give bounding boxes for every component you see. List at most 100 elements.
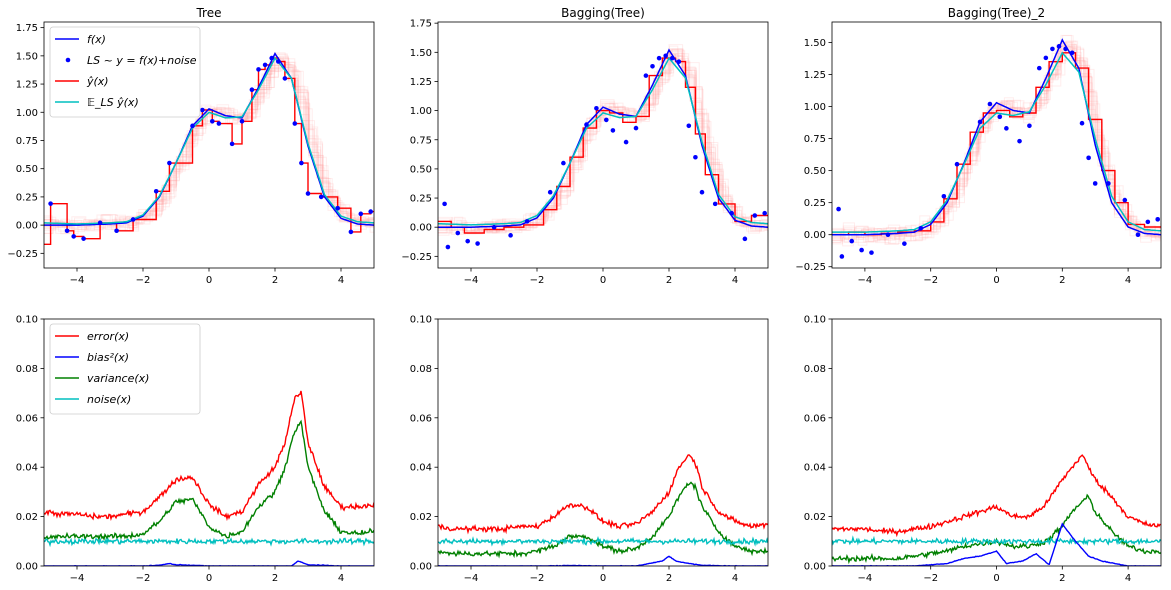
ls-sample-point — [1145, 219, 1151, 225]
bootstrap-estimate-line — [438, 58, 768, 234]
plot-area — [832, 454, 1161, 566]
variance-line — [832, 493, 1161, 565]
bootstrap-estimate-line — [832, 42, 1161, 238]
bootstrap-estimate-line — [832, 34, 1161, 245]
ls-sample-point — [200, 107, 205, 113]
ls-sample-point — [1086, 155, 1091, 161]
x-tick-label: −2 — [530, 573, 545, 584]
y-tick-label: 0.00 — [804, 230, 826, 241]
ls-sample-point — [633, 125, 639, 131]
ls-sample-point — [1122, 197, 1128, 203]
y-tick-label: 0.06 — [804, 413, 826, 424]
ls-sample-point — [610, 128, 616, 133]
y-tick-label: 1.00 — [16, 108, 38, 119]
ls-sample-point — [650, 64, 655, 69]
bootstrap-estimate-line — [438, 53, 768, 234]
subplot-3: −4 −2 0 2 4 −0.25 0.00 0.25 0.50 0.75 1.00 1.25 1.50… — [795, 6, 1162, 286]
y-tick-label: 0.25 — [16, 192, 38, 203]
ls-sample-point — [153, 188, 159, 194]
ls-sample-point — [368, 209, 374, 214]
ls-sample-point — [455, 230, 461, 236]
y-tick-label: 1.50 — [16, 51, 38, 62]
plot-area — [832, 34, 1161, 259]
x-tick-label: 4 — [1125, 573, 1131, 584]
yhat-step-line — [438, 57, 768, 234]
ls-sample-point — [358, 211, 364, 217]
ls-sample-point — [114, 228, 119, 234]
ls-sample-point — [676, 59, 682, 64]
ls-sample-point — [742, 236, 748, 242]
y-tick-label: 1.00 — [410, 106, 432, 117]
x-tick-label: 4 — [338, 275, 344, 286]
y-tick-label: 0.00 — [410, 223, 432, 234]
ls-sample-point — [1027, 123, 1032, 129]
ls-sample-point — [335, 205, 341, 211]
bootstrap-estimate-line — [832, 45, 1161, 245]
x-tick-label: −2 — [136, 573, 151, 584]
error-line — [832, 454, 1161, 538]
y-tick-label: 0.10 — [16, 315, 38, 326]
x-tick-label: 0 — [600, 275, 606, 286]
ls-sample-point — [836, 206, 841, 212]
y-tick-label: 0.06 — [410, 413, 432, 424]
ls-sample-point — [670, 55, 675, 61]
bootstrap-estimate-line — [44, 53, 374, 231]
x-tick-label: 0 — [600, 573, 606, 584]
ls-sample-point — [64, 228, 70, 234]
y-tick-label: 0.06 — [16, 413, 38, 424]
legend-marker — [65, 57, 71, 63]
ls-sample-point — [1036, 65, 1042, 71]
bootstrap-estimate-line — [438, 51, 768, 233]
ls-sample-point — [686, 123, 692, 129]
ls-sample-point — [210, 119, 215, 124]
variance-line — [44, 419, 374, 542]
bootstrap-estimate-line — [438, 49, 768, 232]
ls-sample-point — [623, 139, 629, 145]
ls-sample-point — [1056, 44, 1062, 49]
ls-sample-point — [81, 236, 86, 241]
bootstrap-estimate-line — [832, 42, 1161, 242]
bootstrap-estimate-line — [438, 55, 768, 234]
y-tick-label: 0.10 — [804, 315, 826, 326]
bootstrap-estimate-line — [832, 49, 1161, 240]
bootstrap-estimate-line — [438, 48, 768, 233]
bootstrap-estimate-line — [438, 45, 768, 234]
bootstrap-estimate-line — [44, 61, 374, 235]
ls-sample-point — [693, 154, 698, 160]
noise-line — [438, 535, 768, 547]
y-tick-label: 0.50 — [16, 164, 38, 175]
x-tick-label: 2 — [666, 275, 672, 286]
x-tick-label: −4 — [70, 275, 85, 286]
ls-sample-point — [167, 160, 172, 166]
subplot-5: −4 −2 0 2 4 0.00 0.02 0.04 0.06 0.08 0.10 — [410, 315, 769, 584]
ls-sample-point — [859, 247, 864, 253]
bootstrap-estimate-line — [44, 67, 374, 230]
ls-sample-point — [249, 87, 255, 93]
y-tick-label: 1.75 — [16, 23, 38, 34]
legend: error(x) bias²(x) variance(x) noise(x) — [49, 323, 201, 415]
ls-sample-point — [1043, 55, 1049, 61]
x-tick-label: 0 — [993, 275, 999, 286]
y-tick-label: 0.02 — [410, 512, 432, 523]
ls-sample-point — [442, 201, 447, 207]
y-tick-label: 0.04 — [804, 463, 826, 474]
yhat-step-line — [44, 57, 374, 245]
legend-entry-label: bias²(x) — [87, 351, 129, 364]
mean-line — [438, 56, 768, 226]
ls-sample-point — [1092, 181, 1098, 186]
x-tick-label: 2 — [666, 573, 672, 584]
legend-entry-label: variance(x) — [87, 372, 149, 385]
ls-sample-point — [918, 225, 924, 231]
bootstrap-estimate-line — [832, 35, 1161, 243]
y-tick-label: 0.04 — [410, 463, 432, 474]
bootstrap-estimate-line — [832, 45, 1161, 243]
bias-line — [44, 560, 374, 566]
y-tick-label: −0.25 — [7, 249, 38, 260]
legend-entry-label: error(x) — [87, 330, 129, 343]
subplot-2: −4 −2 0 2 4 −0.25 0.00 0.25 0.50 0.75 1.00 1.25 1.50… — [401, 6, 769, 286]
bootstrap-estimate-line — [832, 49, 1161, 244]
bootstrap-estimate-line — [438, 44, 768, 234]
ls-sample-point — [282, 76, 288, 81]
x-tick-label: 4 — [338, 573, 344, 584]
ls-sample-point — [71, 234, 76, 239]
